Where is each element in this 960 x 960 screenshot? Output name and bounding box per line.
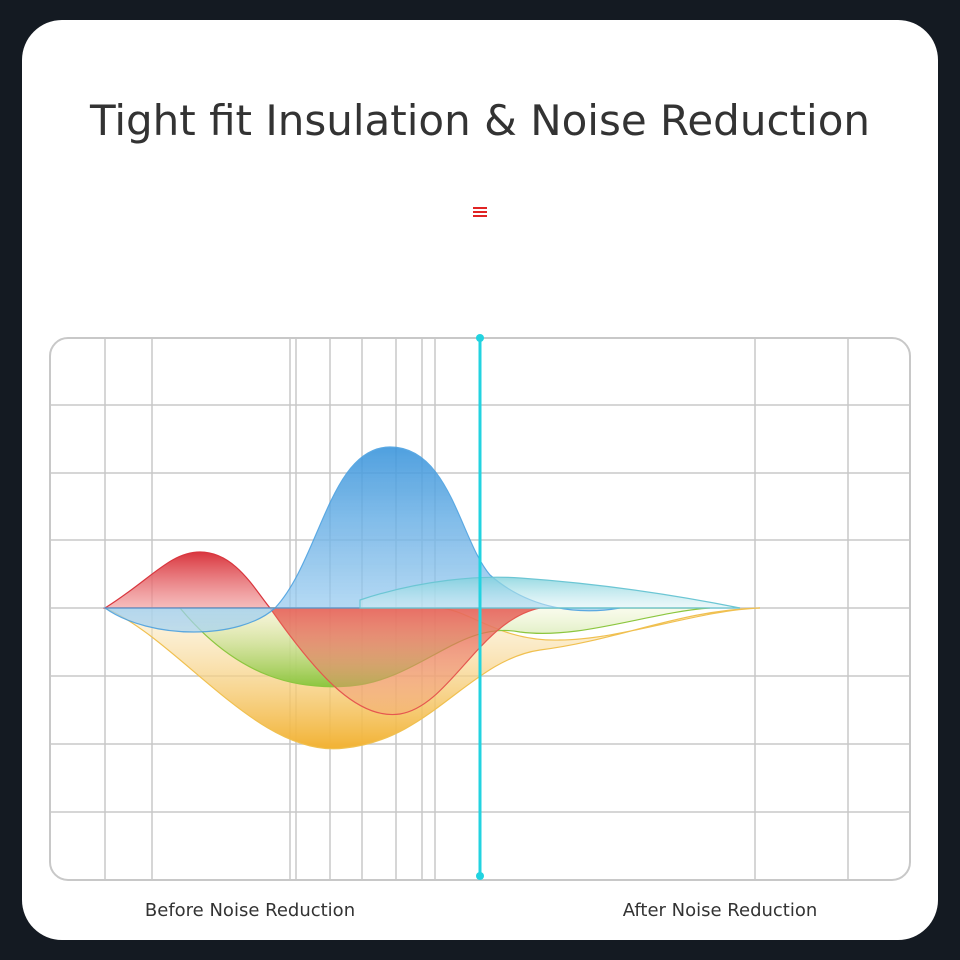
waves [102, 446, 761, 750]
before-label: Before Noise Reduction [145, 900, 355, 921]
title: Tight fit Insulation & Noise Reduction [89, 96, 870, 145]
divider-dot [476, 872, 484, 880]
after-label: After Noise Reduction [623, 900, 818, 921]
divider-dot [476, 334, 484, 342]
menu-icon [473, 207, 487, 217]
